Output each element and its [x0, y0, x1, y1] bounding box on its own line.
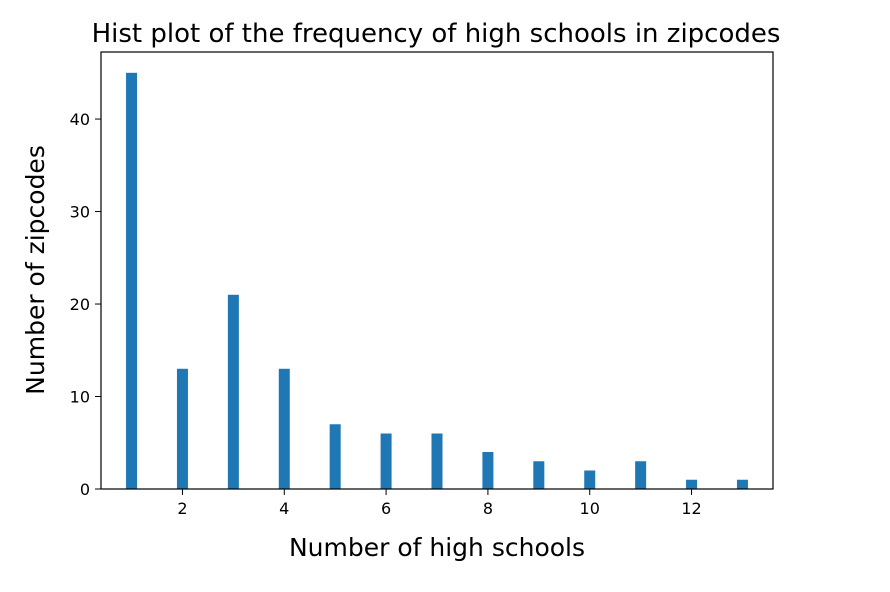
histogram-bar	[431, 433, 443, 489]
x-tick-label: 6	[381, 499, 391, 518]
histogram-bar	[227, 294, 239, 489]
histogram-bar	[380, 433, 392, 489]
histogram-bar	[329, 424, 341, 489]
bars-group	[126, 72, 748, 489]
x-axis-label: Number of high schools	[289, 533, 585, 562]
histogram-bar	[533, 461, 545, 489]
histogram-bar	[584, 470, 596, 489]
y-tick-label: 30	[70, 203, 90, 222]
y-ticks-group: 0 10 20 30 40	[70, 110, 101, 499]
x-tick-label: 10	[580, 499, 600, 518]
y-axis-label: Number of zipcodes	[21, 145, 50, 395]
histogram-bar	[482, 452, 494, 489]
histogram-bar	[278, 368, 290, 489]
histogram-bar	[736, 479, 748, 489]
plot-frame	[100, 51, 774, 490]
chart-title: Hist plot of the frequency of high schoo…	[92, 19, 781, 49]
x-tick-label: 2	[177, 499, 187, 518]
histogram-bar	[126, 72, 138, 489]
y-tick-label: 0	[80, 480, 90, 499]
x-tick-label: 4	[279, 499, 289, 518]
histogram-bar	[635, 461, 647, 489]
x-ticks-group: 2 4 6 8 10 12	[177, 489, 702, 518]
y-tick-label: 20	[70, 295, 90, 314]
x-tick-label: 8	[483, 499, 493, 518]
y-tick-label: 40	[70, 110, 90, 129]
x-tick-label: 12	[681, 499, 701, 518]
histogram-bar	[176, 368, 188, 489]
histogram-bar	[686, 479, 698, 489]
y-tick-label: 10	[70, 388, 90, 407]
